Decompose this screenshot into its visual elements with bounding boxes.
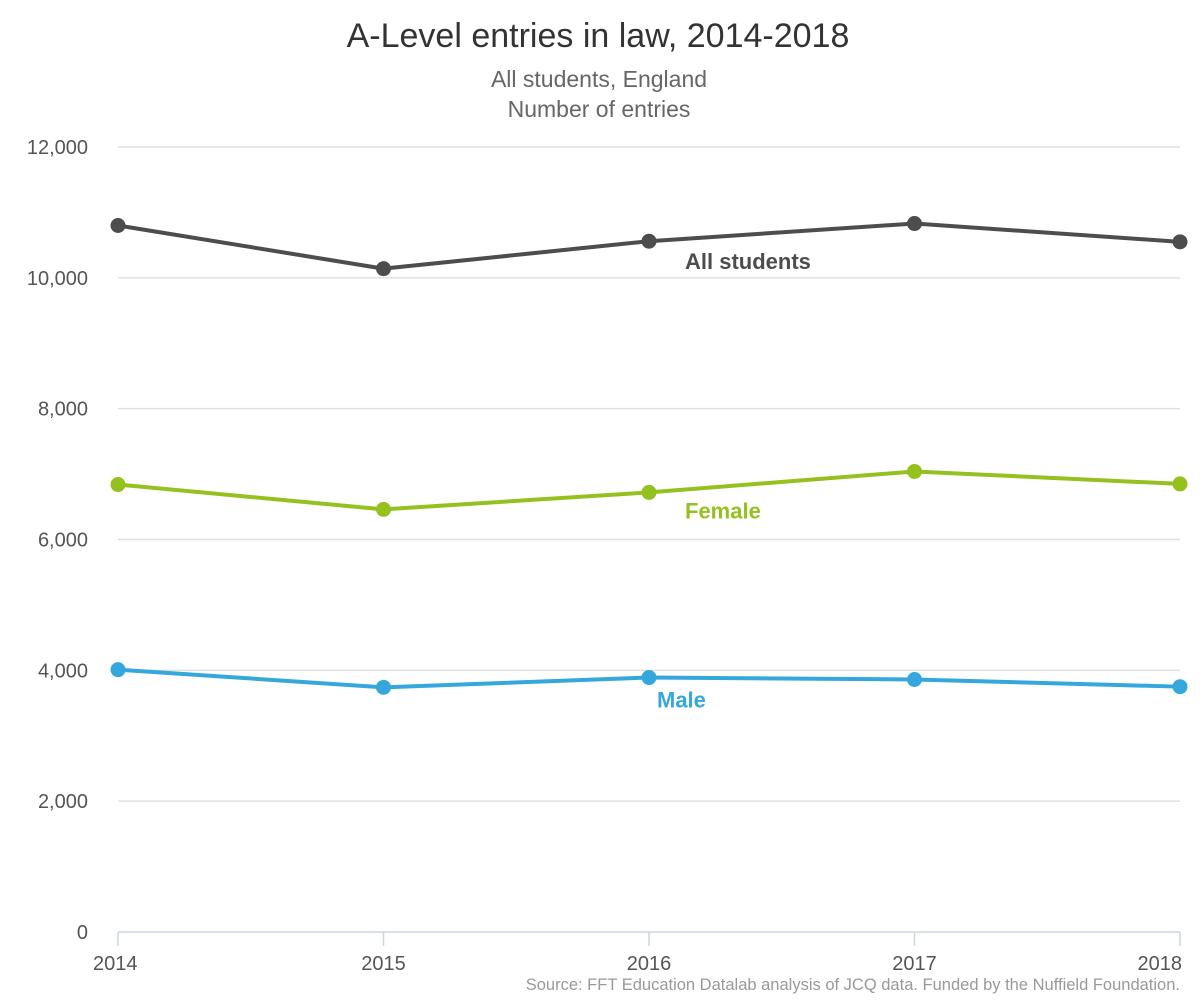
x-tick-label: 2015 [361,953,406,975]
series-label-female: Female [685,498,761,523]
y-tick-label: 2,000 [38,791,88,813]
data-point-male [110,662,126,678]
series-lines [110,216,1188,695]
x-tick-label: 2016 [627,953,672,975]
data-point-female [110,477,126,493]
chart-title: A-Level entries in law, 2014-2018 [347,17,850,55]
chart-subtitle-line-2: Number of entries [508,96,691,122]
source-note: Source: FFT Education Datalab analysis o… [526,976,1180,994]
data-point-female [641,484,657,500]
data-point-male [641,670,657,686]
series-label-all-students: All students [685,249,811,274]
data-point-female [907,463,922,479]
chart-subtitle-line-1: All students, England [491,66,707,92]
data-point-male [376,679,391,695]
x-tick-label: 2018 [1138,953,1183,975]
data-point-all-students [907,216,922,232]
y-tick-label: 10,000 [27,268,88,290]
data-point-male [907,671,922,687]
data-point-all-students [110,218,126,233]
y-tick-label: 8,000 [38,399,88,421]
data-point-female [376,501,391,517]
x-axis: 2014 2015 2016 2017 2018 [93,931,1183,975]
y-axis: 0 2,000 4,000 6,000 8,000 10,000 12,000 [27,137,88,944]
data-point-all-students [1172,234,1188,250]
series-label-male: Male [657,688,706,713]
data-point-male [1172,679,1188,695]
series-labels: All students Female Male [657,249,811,712]
y-tick-label: 4,000 [38,660,88,682]
y-tick-label: 6,000 [38,530,88,552]
x-tick-label: 2017 [892,953,937,975]
x-tick-label: 2014 [93,953,138,975]
y-tick-label: 0 [77,922,88,944]
gridlines [118,146,1180,802]
data-point-female [1172,476,1188,492]
data-point-all-students [641,233,657,249]
data-point-all-students [376,261,391,277]
y-tick-label: 12,000 [27,137,88,159]
